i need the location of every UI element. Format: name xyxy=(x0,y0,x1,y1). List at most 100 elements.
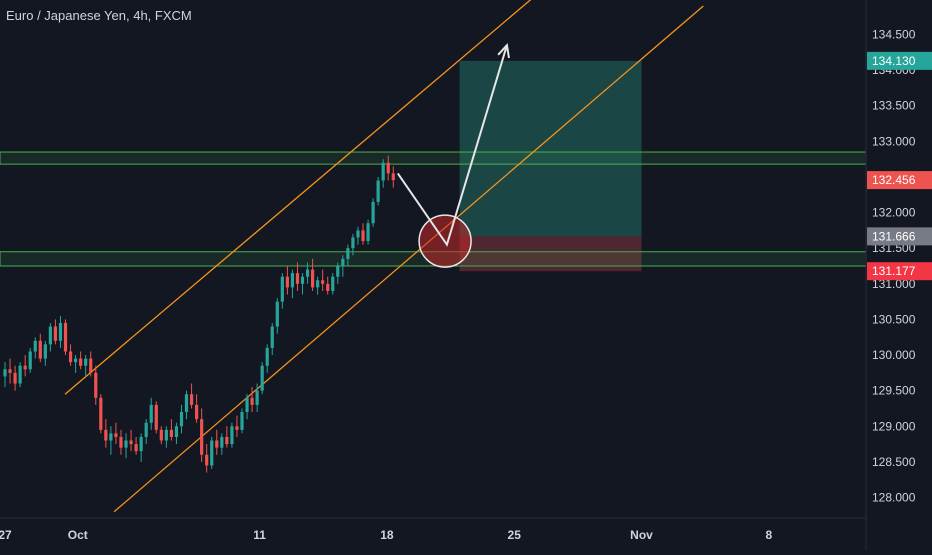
candle xyxy=(114,422,118,445)
candle xyxy=(215,429,219,455)
candle xyxy=(230,422,234,448)
candle xyxy=(270,322,274,356)
candle xyxy=(305,262,310,284)
candle xyxy=(38,333,42,363)
candle xyxy=(149,397,153,430)
candle xyxy=(371,198,375,227)
candle xyxy=(48,322,52,352)
candle-body xyxy=(169,429,173,437)
candle xyxy=(280,273,284,309)
candle-body xyxy=(376,180,380,202)
candle-body xyxy=(53,326,58,341)
time-axis-tick: 25 xyxy=(508,528,522,542)
candle-body xyxy=(139,436,143,452)
candle-body xyxy=(285,276,289,288)
candle xyxy=(321,269,325,291)
candle xyxy=(13,365,17,391)
candle xyxy=(240,408,244,434)
candle xyxy=(179,404,184,434)
candle-body xyxy=(371,201,375,224)
candle xyxy=(245,394,249,420)
candle-body xyxy=(295,273,300,284)
candle xyxy=(144,419,148,445)
price-axis-tick: 128.000 xyxy=(872,491,916,505)
candle-body xyxy=(104,429,108,441)
price-label-last: 132.456 xyxy=(867,171,932,190)
price-axis-tick: 133.000 xyxy=(872,134,916,148)
candle-body xyxy=(240,412,244,430)
price-axis-tick: 132.000 xyxy=(872,206,916,220)
time-axis-tick: 11 xyxy=(253,528,266,542)
candle xyxy=(73,355,78,373)
candle-body xyxy=(195,404,199,420)
price-label-target: 134.130 xyxy=(867,51,932,70)
candle-body xyxy=(124,440,128,448)
time-axis-tick: 27 xyxy=(0,528,12,542)
price-axis-tick: 128.500 xyxy=(872,455,916,469)
candle-body xyxy=(23,365,27,370)
candle xyxy=(290,269,295,299)
candle xyxy=(255,383,259,413)
candle-body xyxy=(381,162,385,181)
candle xyxy=(139,433,143,462)
candle xyxy=(356,226,360,245)
candle-body xyxy=(184,394,189,413)
candle-body xyxy=(114,433,118,437)
candle-body xyxy=(109,433,113,441)
candle-body xyxy=(386,162,390,174)
candle xyxy=(376,176,380,206)
candle xyxy=(265,344,269,373)
channel-upper-line xyxy=(64,0,532,395)
price-axis-tick: 129.500 xyxy=(872,384,916,398)
candle-body xyxy=(179,412,184,427)
candle-body xyxy=(215,440,219,448)
candle xyxy=(109,426,113,455)
candle xyxy=(134,436,138,455)
candle xyxy=(310,258,315,291)
candle xyxy=(119,429,123,455)
candle-body xyxy=(366,223,370,242)
candle-body xyxy=(58,322,63,341)
candle-body xyxy=(331,276,335,291)
candle-body xyxy=(73,358,78,363)
symbol-title[interactable]: Euro / Japanese Yen, 4h, FXCM xyxy=(6,8,192,23)
price-label-entry: 131.666 xyxy=(867,227,932,246)
price-axis-tick: 130.000 xyxy=(872,348,916,362)
candle-body xyxy=(28,351,32,370)
candle-body xyxy=(68,351,73,363)
price-axis-tick: 134.500 xyxy=(872,28,916,42)
price-axis-tick: 129.000 xyxy=(872,419,916,433)
candle-body xyxy=(316,280,320,288)
candle-body xyxy=(265,347,269,366)
candle-body xyxy=(79,358,83,366)
candle-body xyxy=(154,404,158,430)
candle xyxy=(341,255,345,277)
candle xyxy=(225,426,229,448)
candle-body xyxy=(84,358,88,366)
candle-body xyxy=(210,440,214,466)
candle-body xyxy=(8,369,12,373)
candle-body xyxy=(144,422,148,437)
candle xyxy=(159,426,163,445)
zone-1 xyxy=(0,151,866,165)
candle-body xyxy=(255,390,259,405)
time-axis-tick: 18 xyxy=(380,528,394,542)
projection-path xyxy=(396,44,508,247)
candle-body xyxy=(134,444,138,452)
candle xyxy=(63,319,68,356)
candle-body xyxy=(280,276,284,302)
price-axis-tick: 131.000 xyxy=(872,277,916,291)
channel-lower-line xyxy=(113,5,704,513)
candle xyxy=(18,362,22,388)
candle xyxy=(346,244,350,266)
price-label-text: 134.130 xyxy=(872,54,916,68)
candle-body xyxy=(275,301,279,327)
candle-body xyxy=(200,419,204,455)
candle-body xyxy=(13,372,17,384)
candle xyxy=(89,351,93,377)
plot-layer xyxy=(0,0,866,513)
candle xyxy=(164,426,168,448)
candle-body xyxy=(48,326,52,345)
